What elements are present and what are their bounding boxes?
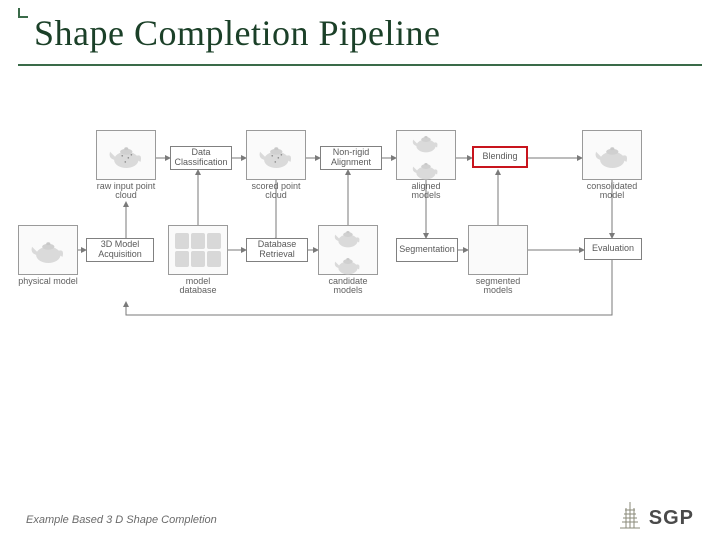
node-caption: aligned models xyxy=(396,182,456,201)
node-caption: physical model xyxy=(18,277,78,286)
node-aligned: aligned models xyxy=(396,130,456,201)
proc-retr: Database Retrieval xyxy=(246,238,308,262)
node-segmented: segmented models xyxy=(468,225,528,296)
logo: SGP xyxy=(617,500,694,530)
node-caption: model database xyxy=(168,277,228,296)
proc-segm: Segmentation xyxy=(396,238,458,262)
sgp-tower-icon xyxy=(617,500,643,530)
proc-eval: Evaluation xyxy=(584,238,642,260)
node-caption: segmented models xyxy=(468,277,528,296)
proc-align: Non-rigid Alignment xyxy=(320,146,382,170)
node-scored: scored point cloud xyxy=(246,130,306,201)
pipeline-diagram: physical model raw input point cloud mod… xyxy=(18,130,702,350)
node-caption: consolidated model xyxy=(582,182,642,201)
page-title: Shape Completion Pipeline xyxy=(34,12,440,54)
node-physical: physical model xyxy=(18,225,78,286)
proc-blend: Blending xyxy=(472,146,528,168)
node-consolidated: consolidated model xyxy=(582,130,642,201)
node-caption: raw input point cloud xyxy=(96,182,156,201)
proc-acq: 3D Model Acquisition xyxy=(86,238,154,262)
node-modeldb: model database xyxy=(168,225,228,296)
logo-text: SGP xyxy=(649,507,694,530)
title-bar: Shape Completion Pipeline xyxy=(18,8,702,66)
node-raw: raw input point cloud xyxy=(96,130,156,201)
node-caption: candidate models xyxy=(318,277,378,296)
proc-class: Data Classification xyxy=(170,146,232,170)
node-candidates: candidate models xyxy=(318,225,378,296)
footer-text: Example Based 3 D Shape Completion xyxy=(26,514,217,526)
corner-tick-icon xyxy=(18,8,28,18)
node-caption: scored point cloud xyxy=(246,182,306,201)
